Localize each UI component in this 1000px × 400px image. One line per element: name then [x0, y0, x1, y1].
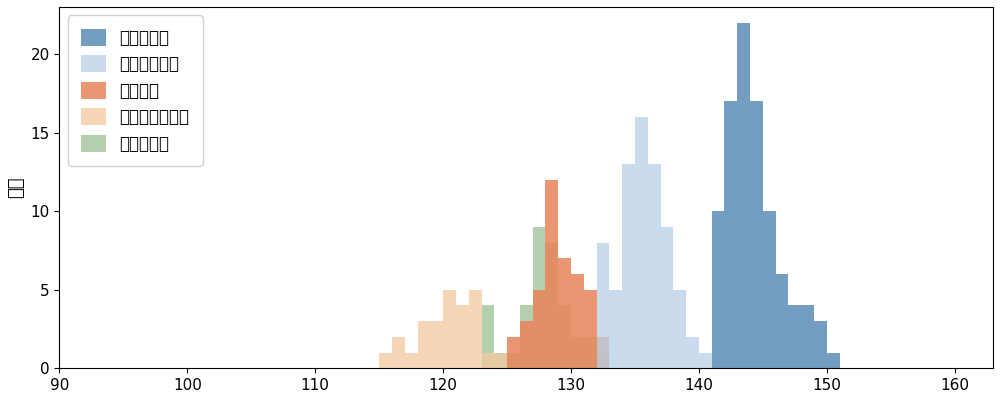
Bar [443, 290, 456, 368]
Bar [609, 290, 622, 368]
Bar [494, 353, 507, 368]
Bar [584, 290, 597, 368]
Bar [827, 353, 840, 368]
Y-axis label: 球数: 球数 [7, 177, 25, 198]
Bar [788, 306, 801, 368]
Bar [520, 321, 533, 368]
Bar [597, 337, 609, 368]
Bar [533, 227, 545, 368]
Bar [814, 321, 827, 368]
Bar [571, 274, 584, 368]
Bar [469, 290, 482, 368]
Bar [763, 211, 776, 368]
Bar [405, 353, 418, 368]
Bar [597, 353, 609, 368]
Bar [622, 164, 635, 368]
Bar [533, 290, 545, 368]
Bar [699, 353, 712, 368]
Bar [801, 306, 814, 368]
Bar [520, 306, 533, 368]
Bar [482, 306, 494, 368]
Bar [635, 117, 648, 368]
Bar [392, 337, 405, 368]
Bar [597, 243, 609, 368]
Bar [712, 211, 724, 368]
Bar [545, 180, 558, 368]
Bar [571, 337, 584, 368]
Bar [661, 227, 673, 368]
Bar [418, 321, 430, 368]
Bar [456, 306, 469, 368]
Bar [673, 290, 686, 368]
Bar [494, 353, 507, 368]
Bar [648, 164, 661, 368]
Bar [482, 353, 494, 368]
Bar [507, 353, 520, 368]
Bar [724, 101, 737, 368]
Bar [545, 243, 558, 368]
Bar [558, 306, 571, 368]
Bar [507, 337, 520, 368]
Bar [584, 337, 597, 368]
Legend: ストレート, カットボール, フォーク, チェンジアップ, スライダー: ストレート, カットボール, フォーク, チェンジアップ, スライダー [68, 15, 203, 166]
Bar [776, 274, 788, 368]
Bar [686, 337, 699, 368]
Bar [379, 353, 392, 368]
Bar [737, 23, 750, 368]
Bar [430, 321, 443, 368]
Bar [558, 258, 571, 368]
Bar [750, 101, 763, 368]
